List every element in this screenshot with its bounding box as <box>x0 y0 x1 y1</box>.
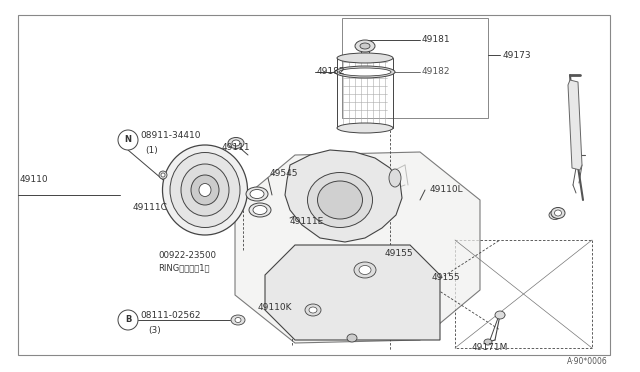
Ellipse shape <box>228 138 244 148</box>
Ellipse shape <box>235 317 241 323</box>
Ellipse shape <box>484 339 492 345</box>
Text: 49111E: 49111E <box>290 218 324 227</box>
Ellipse shape <box>339 68 391 76</box>
Ellipse shape <box>551 208 565 218</box>
Ellipse shape <box>495 311 505 319</box>
Text: RINGリング（1）: RINGリング（1） <box>158 263 209 273</box>
Ellipse shape <box>554 210 561 216</box>
Text: (3): (3) <box>148 326 161 334</box>
Polygon shape <box>285 150 402 242</box>
Ellipse shape <box>159 171 167 179</box>
Ellipse shape <box>337 123 393 133</box>
Ellipse shape <box>249 203 271 217</box>
Ellipse shape <box>231 315 245 325</box>
Ellipse shape <box>170 153 240 228</box>
Text: 49110L: 49110L <box>430 186 463 195</box>
Text: 49182: 49182 <box>317 67 346 77</box>
Ellipse shape <box>163 145 248 235</box>
Text: 49545: 49545 <box>270 169 298 177</box>
Text: 49110K: 49110K <box>258 304 292 312</box>
Text: 49111: 49111 <box>222 144 251 153</box>
Text: B: B <box>125 315 131 324</box>
Text: 49111C: 49111C <box>133 203 168 212</box>
Ellipse shape <box>337 53 393 63</box>
Ellipse shape <box>191 175 219 205</box>
Text: 49155: 49155 <box>385 248 413 257</box>
Text: 00922-23500: 00922-23500 <box>158 250 216 260</box>
Ellipse shape <box>355 40 375 52</box>
Text: A·90*0006: A·90*0006 <box>567 357 608 366</box>
Ellipse shape <box>246 187 268 201</box>
Ellipse shape <box>354 262 376 278</box>
Ellipse shape <box>335 66 395 78</box>
Ellipse shape <box>552 212 558 218</box>
Ellipse shape <box>549 211 561 219</box>
Bar <box>342 18 488 118</box>
Ellipse shape <box>250 189 264 199</box>
Ellipse shape <box>360 43 370 49</box>
Ellipse shape <box>232 140 240 146</box>
Ellipse shape <box>199 183 211 196</box>
Text: (1): (1) <box>145 145 157 154</box>
Ellipse shape <box>309 307 317 313</box>
Circle shape <box>118 130 138 150</box>
Ellipse shape <box>161 173 165 177</box>
Text: 49182: 49182 <box>422 67 451 77</box>
Ellipse shape <box>317 181 362 219</box>
Polygon shape <box>568 80 582 170</box>
Text: 49110: 49110 <box>20 176 49 185</box>
Text: 08111-02562: 08111-02562 <box>140 311 200 321</box>
Text: 49181: 49181 <box>422 35 451 45</box>
Ellipse shape <box>347 334 357 342</box>
Ellipse shape <box>389 169 401 187</box>
Ellipse shape <box>253 205 267 215</box>
Text: 08911-34410: 08911-34410 <box>140 131 200 140</box>
Ellipse shape <box>181 164 229 216</box>
Ellipse shape <box>305 304 321 316</box>
Text: 49173: 49173 <box>503 51 532 60</box>
Polygon shape <box>235 152 480 343</box>
Text: 49155: 49155 <box>432 273 461 282</box>
Ellipse shape <box>307 173 372 228</box>
Text: N: N <box>125 135 131 144</box>
Text: 49171M: 49171M <box>472 343 508 353</box>
Circle shape <box>118 310 138 330</box>
Ellipse shape <box>359 266 371 275</box>
Polygon shape <box>265 245 440 340</box>
